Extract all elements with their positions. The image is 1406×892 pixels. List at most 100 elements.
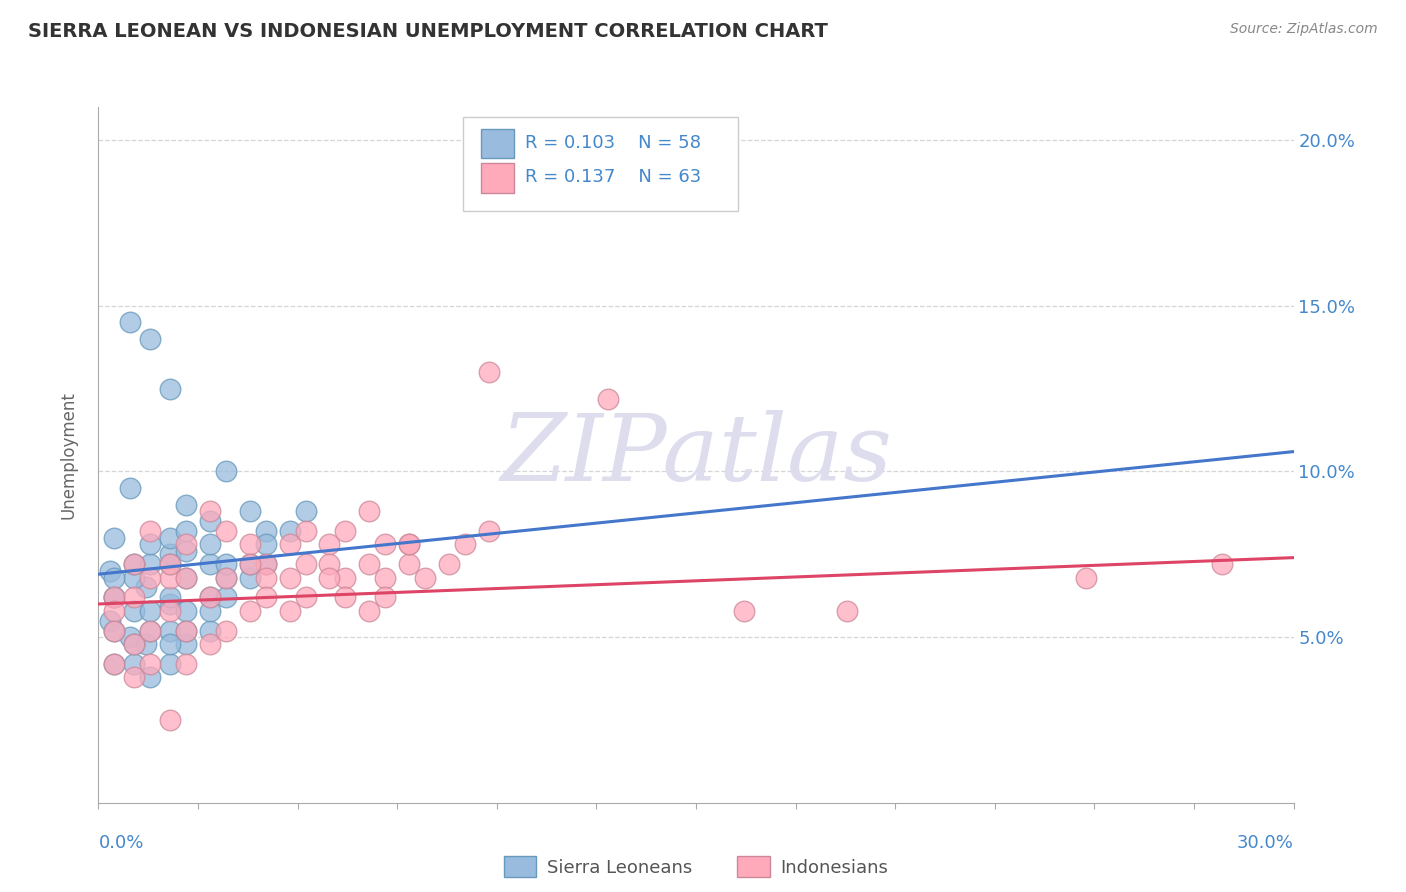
Point bbox=[103, 531, 125, 545]
Point bbox=[437, 558, 460, 572]
Point bbox=[124, 591, 146, 605]
Point bbox=[335, 570, 357, 584]
Point bbox=[139, 524, 162, 538]
Point bbox=[318, 558, 340, 572]
Point bbox=[413, 570, 436, 584]
Point bbox=[159, 591, 181, 605]
Point bbox=[103, 570, 125, 584]
Point bbox=[318, 537, 340, 551]
Point bbox=[174, 537, 197, 551]
Text: SIERRA LEONEAN VS INDONESIAN UNEMPLOYMENT CORRELATION CHART: SIERRA LEONEAN VS INDONESIAN UNEMPLOYMEN… bbox=[28, 22, 828, 41]
Point bbox=[100, 614, 122, 628]
Point bbox=[139, 604, 162, 618]
Point bbox=[215, 591, 238, 605]
Point bbox=[359, 558, 381, 572]
Text: ZIPatlas: ZIPatlas bbox=[501, 410, 891, 500]
Point bbox=[454, 537, 477, 551]
Point bbox=[124, 570, 146, 584]
Point bbox=[124, 637, 146, 651]
Point bbox=[254, 558, 277, 572]
Point bbox=[254, 558, 277, 572]
Point bbox=[294, 591, 316, 605]
Point bbox=[198, 537, 221, 551]
Point bbox=[198, 504, 221, 518]
Point bbox=[359, 604, 381, 618]
Point bbox=[139, 332, 162, 346]
Point bbox=[598, 392, 620, 406]
Text: 30.0%: 30.0% bbox=[1237, 834, 1294, 852]
Point bbox=[174, 624, 197, 638]
Point bbox=[124, 657, 146, 671]
Point bbox=[198, 591, 221, 605]
Point bbox=[103, 591, 125, 605]
Point bbox=[374, 570, 396, 584]
Point bbox=[159, 713, 181, 727]
Point bbox=[733, 604, 755, 618]
Point bbox=[174, 544, 197, 558]
Point bbox=[374, 537, 396, 551]
Point bbox=[294, 524, 316, 538]
Point bbox=[215, 570, 238, 584]
Point bbox=[398, 558, 420, 572]
FancyBboxPatch shape bbox=[463, 118, 738, 211]
Point bbox=[139, 670, 162, 684]
Point bbox=[120, 315, 142, 329]
Y-axis label: Unemployment: Unemployment bbox=[59, 391, 77, 519]
Point bbox=[103, 657, 125, 671]
Point bbox=[198, 514, 221, 528]
Point bbox=[398, 537, 420, 551]
Point bbox=[124, 558, 146, 572]
Point bbox=[215, 570, 238, 584]
Point bbox=[294, 558, 316, 572]
Point bbox=[198, 637, 221, 651]
Point bbox=[294, 504, 316, 518]
Point bbox=[124, 637, 146, 651]
Point bbox=[174, 524, 197, 538]
Point bbox=[278, 524, 301, 538]
Point bbox=[103, 591, 125, 605]
Point bbox=[239, 504, 262, 518]
Point bbox=[135, 581, 157, 595]
Point bbox=[278, 570, 301, 584]
Point bbox=[478, 365, 501, 379]
Point bbox=[124, 604, 146, 618]
Point bbox=[335, 591, 357, 605]
Point bbox=[103, 604, 125, 618]
Point bbox=[239, 604, 262, 618]
Point bbox=[103, 657, 125, 671]
Point bbox=[215, 558, 238, 572]
Point bbox=[837, 604, 859, 618]
Point bbox=[239, 558, 262, 572]
Point bbox=[215, 624, 238, 638]
Point bbox=[278, 537, 301, 551]
Point bbox=[139, 570, 162, 584]
Point bbox=[139, 558, 162, 572]
Point bbox=[174, 657, 197, 671]
Point bbox=[198, 558, 221, 572]
Point bbox=[1211, 558, 1233, 572]
Point bbox=[100, 564, 122, 578]
Point bbox=[139, 657, 162, 671]
Point bbox=[174, 604, 197, 618]
Legend: Sierra Leoneans, Indonesians: Sierra Leoneans, Indonesians bbox=[496, 849, 896, 884]
Point bbox=[159, 657, 181, 671]
Text: R = 0.103    N = 58: R = 0.103 N = 58 bbox=[524, 134, 702, 152]
FancyBboxPatch shape bbox=[481, 163, 515, 193]
Point bbox=[159, 558, 181, 572]
Point bbox=[135, 637, 157, 651]
Point bbox=[174, 624, 197, 638]
Point bbox=[318, 570, 340, 584]
Point bbox=[239, 558, 262, 572]
Point bbox=[120, 630, 142, 644]
Text: Source: ZipAtlas.com: Source: ZipAtlas.com bbox=[1230, 22, 1378, 37]
Point bbox=[374, 591, 396, 605]
Point bbox=[478, 524, 501, 538]
Point bbox=[159, 637, 181, 651]
Point bbox=[159, 547, 181, 561]
Point bbox=[198, 604, 221, 618]
Point bbox=[398, 537, 420, 551]
Point bbox=[159, 570, 181, 584]
Point bbox=[239, 537, 262, 551]
Point bbox=[335, 524, 357, 538]
Point bbox=[159, 597, 181, 611]
